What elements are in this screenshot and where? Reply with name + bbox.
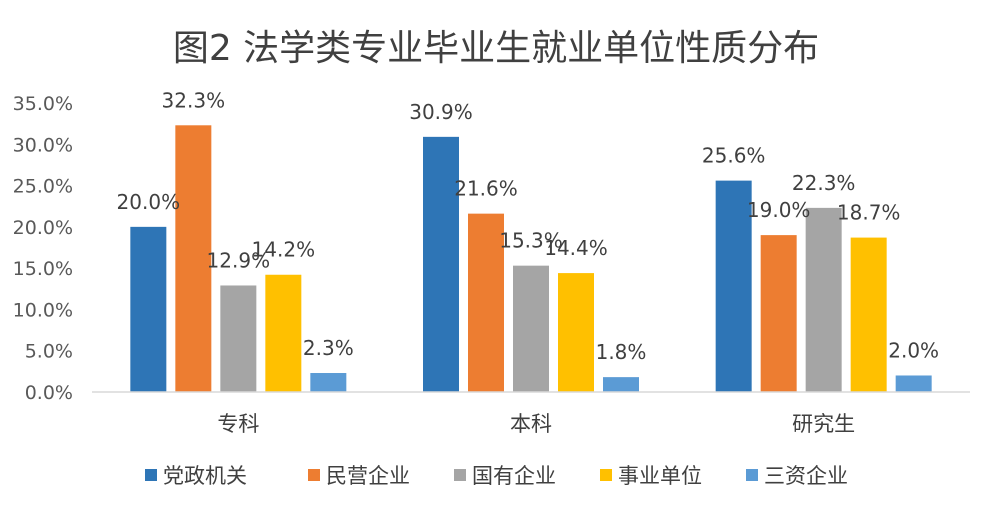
bar-事业单位-专科 (265, 274, 302, 392)
data-label: 25.6% (702, 144, 766, 168)
legend: 党政机关 民营企业 国有企业 事业单位 三资企业 (145, 464, 848, 488)
y-tick-label: 20.0% (13, 217, 73, 239)
bar-国有企业-专科 (220, 285, 257, 392)
y-tick-label: 0.0% (25, 382, 73, 404)
legend-label: 三资企业 (764, 464, 848, 488)
x-category-label: 本科 (510, 412, 552, 436)
legend-swatch (600, 469, 612, 481)
x-category-label: 专科 (217, 412, 259, 436)
bars (130, 125, 932, 393)
data-label: 32.3% (162, 88, 226, 112)
x-axis: 专科 本科 研究生 (217, 412, 855, 436)
legend-swatch (308, 469, 320, 481)
y-tick-label: 30.0% (13, 134, 73, 156)
legend-item: 国有企业 (454, 464, 556, 488)
data-label: 19.0% (747, 198, 811, 222)
data-label: 30.9% (409, 100, 473, 124)
y-tick-label: 10.0% (13, 299, 73, 321)
bar-三资企业-研究生 (895, 375, 932, 392)
bar-民营企业-研究生 (760, 235, 797, 392)
data-label: 22.3% (792, 171, 856, 195)
bar-事业单位-本科 (558, 273, 594, 392)
data-label: 15.3% (499, 229, 563, 253)
bar-民营企业-本科 (468, 213, 504, 392)
legend-item: 党政机关 (145, 464, 247, 488)
y-tick-label: 35.0% (13, 93, 73, 115)
data-label: 14.2% (252, 238, 316, 262)
bar-事业单位-研究生 (850, 237, 887, 392)
legend-item: 事业单位 (600, 464, 702, 488)
bar-国有企业-研究生 (805, 207, 842, 392)
bar-民营企业-专科 (175, 125, 212, 393)
y-axis: 0.0% 5.0% 10.0% 15.0% 20.0% 25.0% 30.0% 35.0% (13, 93, 73, 404)
data-label: 18.7% (837, 201, 901, 225)
data-labels: 20.0%32.3%12.9%14.2%2.3%30.9%21.6%15.3%1… (117, 88, 940, 364)
y-tick-label: 15.0% (13, 258, 73, 280)
legend-swatch (454, 469, 466, 481)
data-label: 2.3% (303, 336, 354, 360)
bar-三资企业-本科 (603, 377, 639, 392)
data-label: 20.0% (117, 190, 181, 214)
bar-党政机关-研究生 (715, 180, 752, 392)
data-label: 12.9% (207, 248, 271, 272)
bar-党政机关-专科 (130, 226, 167, 392)
legend-swatch (746, 469, 758, 481)
legend-label: 党政机关 (163, 464, 247, 488)
legend-label: 事业单位 (618, 464, 702, 488)
legend-label: 民营企业 (326, 464, 410, 488)
y-tick-label: 25.0% (13, 176, 73, 198)
data-label: 14.4% (544, 236, 608, 260)
data-label: 21.6% (454, 177, 518, 201)
x-category-label: 研究生 (792, 412, 855, 436)
bar-党政机关-本科 (423, 136, 459, 392)
data-label: 2.0% (888, 338, 939, 362)
legend-label: 国有企业 (472, 464, 556, 488)
legend-item: 民营企业 (308, 464, 410, 488)
legend-swatch (145, 469, 157, 481)
y-tick-label: 5.0% (25, 341, 73, 363)
legend-item: 三资企业 (746, 464, 848, 488)
chart-title: 图2 法学类专业毕业生就业单位性质分布 (173, 28, 819, 69)
data-label: 1.8% (596, 340, 647, 364)
bar-三资企业-专科 (310, 373, 347, 392)
bar-国有企业-本科 (513, 265, 549, 392)
